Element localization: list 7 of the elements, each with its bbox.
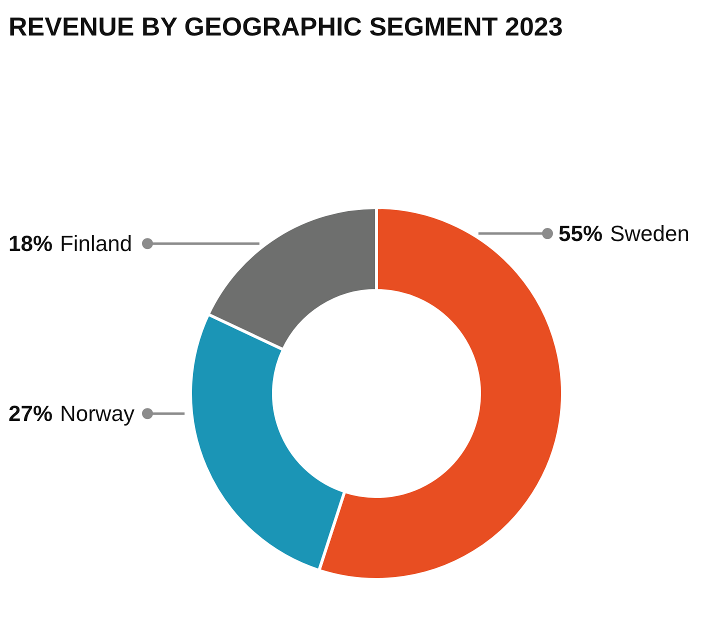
- slice-label: Sweden: [610, 221, 690, 246]
- data-label: 55%: [558, 221, 603, 246]
- data-label: 27%: [8, 401, 53, 426]
- chart-title: REVENUE BY GEOGRAPHIC SEGMENT 2023: [8, 12, 563, 42]
- slice-label: Norway: [60, 401, 135, 426]
- slice-label: Finland: [60, 231, 132, 256]
- data-label: 18%: [8, 231, 53, 256]
